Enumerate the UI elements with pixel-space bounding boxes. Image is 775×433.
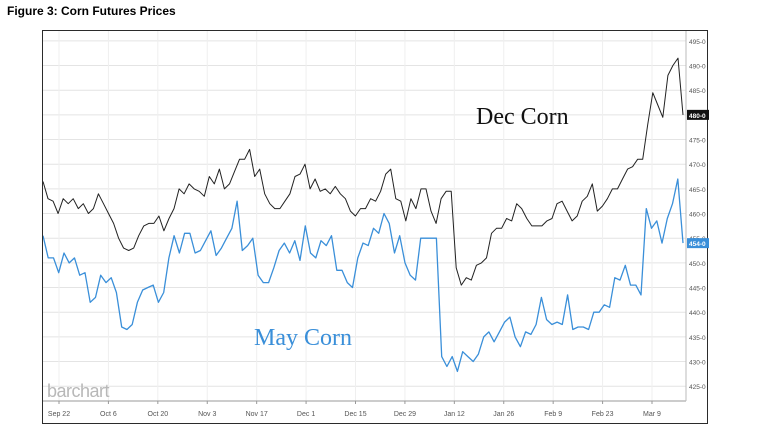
- x-tick-label: Oct 6: [100, 411, 117, 418]
- x-tick-label: Jan 26: [493, 411, 514, 418]
- dec-corn-annotation: Dec Corn: [476, 104, 569, 130]
- x-tick-label: Nov 17: [246, 411, 268, 418]
- y-tick-label: 490-0: [689, 64, 706, 71]
- last-value-tag: [687, 238, 709, 249]
- x-tick-label: Nov 3: [198, 411, 216, 418]
- y-tick-label: 440-0: [689, 310, 706, 317]
- y-tick-label: 460-0: [689, 212, 706, 219]
- x-tick-label: Dec 15: [344, 411, 366, 418]
- series-line-dec-corn: [43, 57, 684, 286]
- figure-title: Figure 3: Corn Futures Prices: [7, 4, 176, 18]
- x-tick-label: Dec 1: [297, 411, 315, 418]
- x-tick-label: Oct 20: [148, 411, 169, 418]
- y-tick-label: 475-0: [689, 138, 706, 145]
- price-chart: 495-0 490-0 485-0 480-0 475-0 470-0 465-0 460-0…: [43, 31, 709, 418]
- last-value-label: 480-0: [689, 113, 706, 120]
- barchart-watermark: barchart: [47, 381, 110, 401]
- x-tick-label: Sep 22: [48, 411, 70, 418]
- may-corn-annotation: May Corn: [254, 325, 352, 351]
- y-tick-label: 450-0: [689, 261, 706, 268]
- series-line-may-corn: [43, 178, 684, 373]
- last-value-tag: [687, 109, 709, 120]
- y-tick-label: 485-0: [689, 88, 706, 95]
- y-tick-label: 465-0: [689, 187, 706, 194]
- y-tick-label: 495-0: [689, 39, 706, 46]
- y-tick-label: 435-0: [689, 335, 706, 342]
- x-tick-label: Dec 29: [394, 411, 416, 418]
- y-tick-label: 425-0: [689, 384, 706, 391]
- x-tick-label: Feb 23: [592, 411, 614, 418]
- last-value-label: 454-0: [689, 241, 706, 248]
- chart-frame: 495-0 490-0 485-0 480-0 475-0 470-0 465-0 460-0…: [42, 30, 709, 424]
- y-tick-label: 430-0: [689, 360, 706, 367]
- x-tick-label: Feb 9: [544, 411, 562, 418]
- x-tick-label: Jan 12: [444, 411, 465, 418]
- x-tick-label: Mar 9: [643, 411, 661, 418]
- y-tick-label: 470-0: [689, 162, 706, 169]
- y-tick-label: 445-0: [689, 286, 706, 293]
